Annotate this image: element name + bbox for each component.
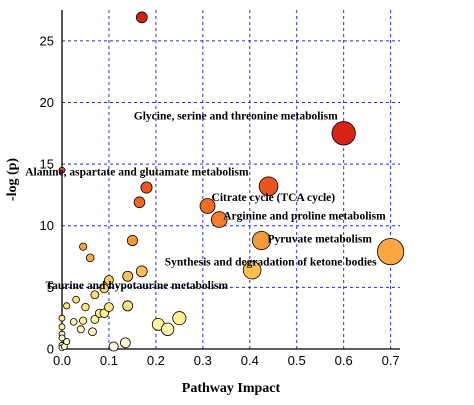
pathway-point bbox=[199, 198, 216, 214]
pathway-point bbox=[69, 318, 78, 326]
annotations: Glycine, serine and threonine metabolism… bbox=[25, 110, 386, 292]
pathway-point bbox=[133, 196, 146, 209]
pathway-annotation: Citrate cycle (TCA cycle) bbox=[212, 192, 336, 204]
y-tick-label: 15 bbox=[40, 157, 54, 172]
pathway-point bbox=[90, 314, 100, 324]
y-tick-label: 10 bbox=[40, 218, 54, 233]
pathway-point bbox=[211, 211, 228, 228]
pathway-point bbox=[85, 253, 95, 263]
x-tick-label: 0.0 bbox=[53, 353, 71, 368]
pathway-annotation: Arginine and proline metabolism bbox=[223, 211, 386, 223]
pathway-point bbox=[104, 275, 114, 285]
pathway-point bbox=[72, 295, 80, 304]
grid bbox=[62, 10, 400, 349]
x-tick-label: 0.7 bbox=[382, 353, 400, 368]
pathway-point bbox=[108, 341, 119, 352]
pathway-point bbox=[63, 302, 71, 310]
pathway-point bbox=[58, 334, 66, 342]
pathway-annotation: Glycine, serine and threonine metabolism bbox=[134, 110, 338, 122]
pathway-point bbox=[88, 327, 97, 337]
pathway-point bbox=[120, 337, 131, 349]
x-tick-label: 0.4 bbox=[241, 353, 259, 368]
axes: 0.0 0.1 0.2 0.3 0.4 0.5 0.6 0.7 0 5 10 15 20 25 bbox=[40, 10, 400, 368]
pathway-point bbox=[58, 323, 66, 331]
pathway-annotation: Pyruvate metabolism bbox=[268, 234, 373, 246]
pathway-point bbox=[104, 302, 114, 312]
pathway-point bbox=[258, 176, 279, 197]
pathway-point bbox=[135, 265, 148, 278]
pathway-point bbox=[76, 325, 85, 334]
x-tick-label: 0.3 bbox=[194, 353, 212, 368]
x-tick-label: 0.5 bbox=[288, 353, 306, 368]
pathway-point bbox=[140, 181, 153, 194]
pathway-point bbox=[79, 242, 88, 251]
pathway-point bbox=[377, 238, 405, 266]
x-tick-label: 0.6 bbox=[335, 353, 353, 368]
pathway-point bbox=[122, 270, 134, 282]
y-axis-title: -log (p) bbox=[5, 158, 20, 202]
pathway-point bbox=[99, 283, 109, 294]
pathway-point bbox=[58, 314, 66, 322]
pathway-point bbox=[81, 302, 90, 312]
pathway-point bbox=[63, 338, 71, 346]
pathway-annotation: Alanine, aspartate and glutamate metabol… bbox=[25, 166, 249, 178]
pathway-point bbox=[172, 311, 187, 326]
x-axis-title: Pathway Impact bbox=[182, 381, 281, 396]
pathway-point bbox=[90, 290, 100, 300]
y-tick-label: 0 bbox=[47, 342, 54, 357]
pathway-point bbox=[331, 121, 356, 146]
pathway-point bbox=[160, 322, 175, 336]
pathway-point bbox=[58, 166, 66, 174]
x-tick-label: 0.2 bbox=[147, 353, 165, 368]
y-tick-label: 5 bbox=[47, 280, 54, 295]
pathway-point bbox=[79, 316, 88, 325]
data-points bbox=[58, 11, 405, 352]
pathway-annotation: Synthesis and degradation of ketone bodi… bbox=[165, 257, 377, 269]
y-tick-label: 20 bbox=[40, 95, 54, 110]
pathway-point bbox=[242, 260, 262, 280]
y-tick-label: 25 bbox=[40, 33, 54, 48]
pathway-point bbox=[251, 230, 272, 251]
pathway-annotation: Taurine and hypotaurine metabolism bbox=[45, 280, 228, 292]
pathway-point bbox=[122, 300, 134, 312]
pathway-point bbox=[135, 11, 148, 24]
x-tick-label: 0.1 bbox=[100, 353, 118, 368]
pathway-point bbox=[126, 234, 138, 247]
